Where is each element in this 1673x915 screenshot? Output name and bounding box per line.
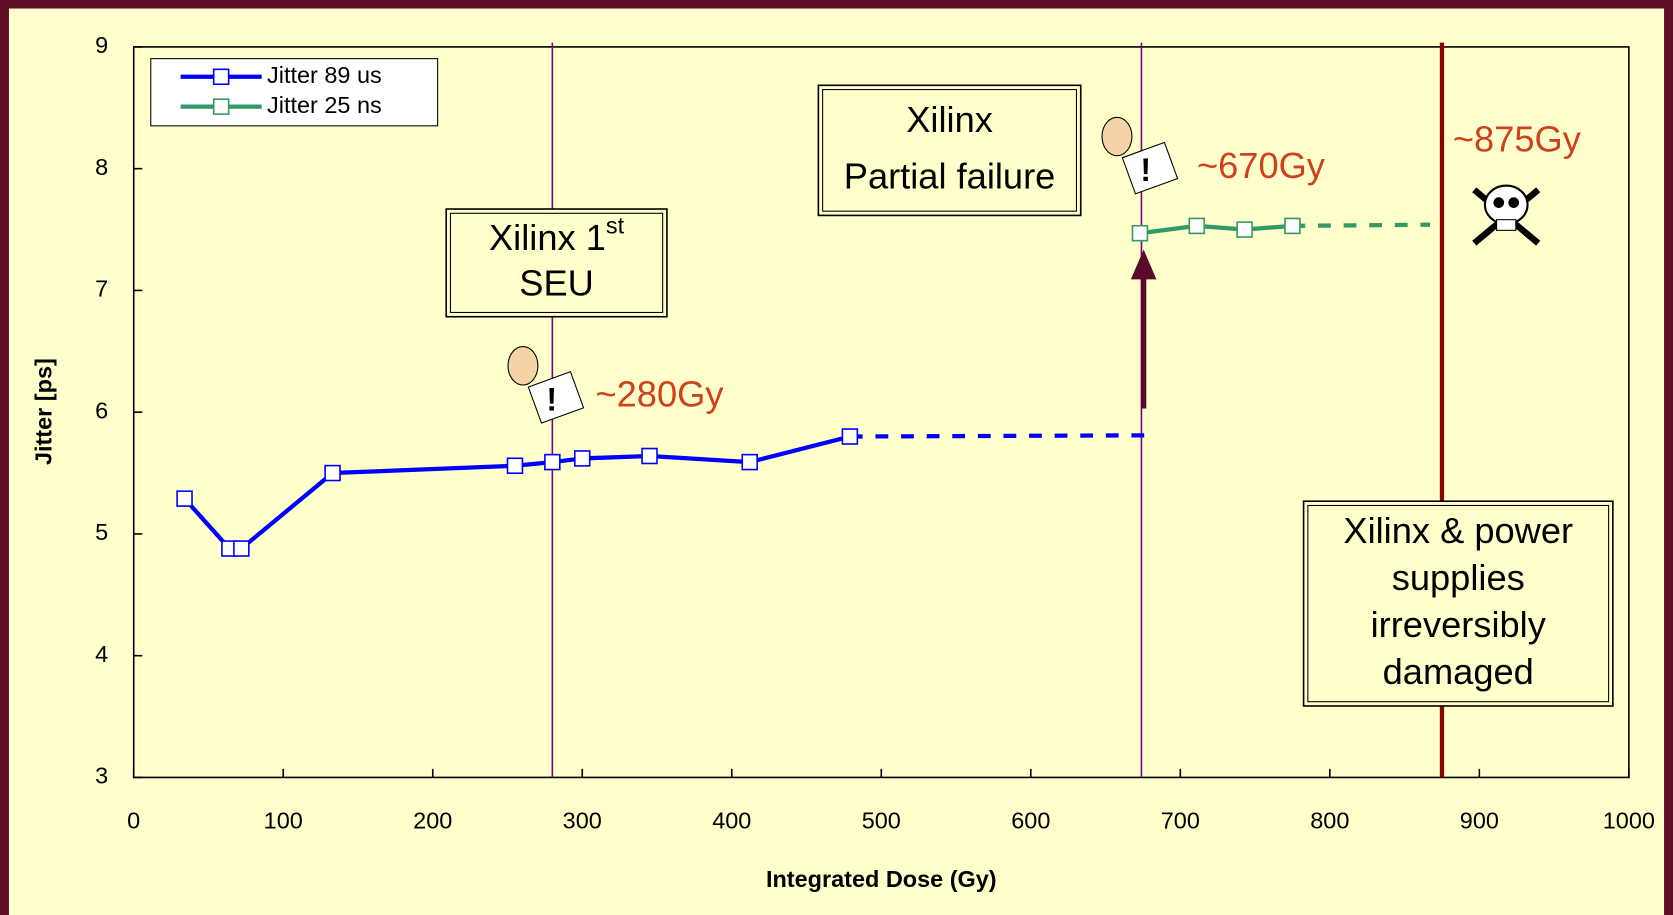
y-tick-label: 3: [95, 763, 108, 789]
y-tick-label: 6: [95, 397, 108, 423]
annotation-text: irreversibly: [1371, 604, 1547, 645]
dose-label: ~875Gy: [1453, 118, 1582, 159]
x-tick-label: 1000: [1603, 807, 1655, 833]
y-tick-label: 7: [95, 276, 108, 302]
annotation-line: supplies: [1392, 557, 1525, 598]
annotation-text: Xilinx: [906, 99, 993, 140]
data-point: [642, 449, 657, 464]
data-point: [1189, 218, 1204, 233]
data-point: [177, 491, 192, 506]
x-tick-label: 500: [862, 807, 901, 833]
x-tick-label: 300: [563, 807, 602, 833]
annotation-line: Xilinx 1: [489, 217, 606, 258]
y-tick-label: 8: [95, 154, 108, 180]
annotation-text: supplies: [1392, 557, 1525, 598]
x-tick-label: 700: [1161, 807, 1200, 833]
svg-text:!: !: [546, 381, 557, 417]
x-tick-label: 200: [413, 807, 452, 833]
svg-text:!: !: [1140, 152, 1151, 188]
annotation-line: irreversibly: [1371, 604, 1547, 645]
x-tick-label: 100: [264, 807, 303, 833]
legend-marker: [214, 69, 229, 84]
annotation-text: Xilinx & power: [1343, 510, 1573, 551]
y-tick-label: 9: [95, 32, 108, 58]
data-point: [742, 455, 757, 470]
data-point: [545, 455, 560, 470]
x-tick-label: 0: [127, 807, 140, 833]
x-axis-title: Integrated Dose (Gy): [766, 866, 997, 892]
x-tick-label: 900: [1460, 807, 1499, 833]
annotation-line: damaged: [1383, 651, 1534, 692]
data-point: [234, 541, 249, 556]
data-point: [1132, 226, 1147, 241]
legend-marker: [214, 99, 229, 114]
annotation-text: Partial failure: [844, 155, 1056, 196]
annotation-superscript: st: [606, 213, 625, 239]
data-point: [1285, 218, 1300, 233]
y-axis-title: Jitter [ps]: [30, 358, 56, 465]
x-tick-label: 800: [1310, 807, 1349, 833]
data-point: [508, 458, 523, 473]
x-tick-label: 600: [1011, 807, 1050, 833]
data-point: [842, 429, 857, 444]
dose-label: ~280Gy: [595, 373, 724, 414]
dose-label: ~670Gy: [1197, 145, 1326, 186]
data-point: [1237, 222, 1252, 237]
y-tick-label: 5: [95, 519, 108, 545]
annotation-line: Partial failure: [844, 155, 1056, 196]
annotation-text: damaged: [1383, 651, 1534, 692]
legend-label: Jitter 25 ns: [267, 92, 382, 118]
data-point: [325, 466, 340, 481]
legend-label: Jitter 89 us: [267, 62, 382, 88]
annotation-text: SEU: [519, 262, 594, 303]
y-tick-label: 4: [95, 641, 108, 667]
annotation-line: SEU: [519, 262, 594, 303]
chart: Integrated Dose (Gy) Jitter [ps] 0 100 200…: [0, 0, 1673, 915]
annotation-line: Xilinx & power: [1343, 510, 1573, 551]
annotation-line: Xilinx: [906, 99, 993, 140]
data-point: [575, 451, 590, 466]
x-tick-label: 400: [712, 807, 751, 833]
annotation-text: Xilinx 1st: [489, 213, 625, 258]
